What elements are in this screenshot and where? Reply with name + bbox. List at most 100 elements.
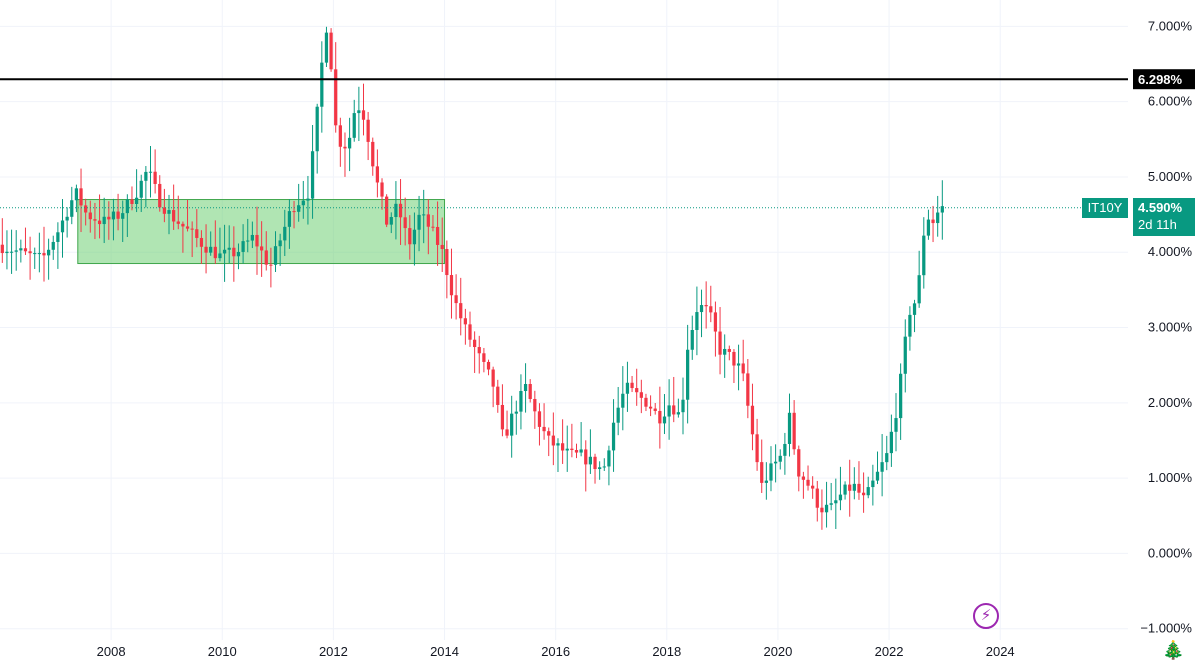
hline-tag-label: 6.298%: [1138, 72, 1183, 87]
candle-body: [899, 373, 903, 419]
candle-body: [162, 207, 167, 214]
candle-body: [496, 386, 500, 405]
candle-body: [144, 171, 148, 181]
last-price-value: 4.590%: [1138, 199, 1183, 215]
candle-body: [690, 329, 694, 350]
x-tick-label: 2014: [430, 644, 459, 659]
candle-body: [607, 450, 611, 467]
lightning-icon[interactable]: ⚡︎: [973, 603, 999, 629]
bar-countdown: 2d 11h: [1138, 216, 1177, 232]
y-tick-label: 2.000%: [1148, 395, 1193, 410]
candle-body: [301, 200, 305, 206]
candle-body: [922, 235, 926, 276]
candle-body: [134, 197, 139, 204]
candle-body: [560, 443, 565, 451]
candle-body: [866, 487, 870, 496]
candle-body: [852, 483, 856, 491]
candle-body: [625, 382, 630, 394]
candle-body: [297, 205, 301, 212]
x-tick-label: 2018: [652, 644, 681, 659]
candle-body: [903, 336, 907, 374]
candle-body: [773, 461, 778, 464]
candle-body: [60, 220, 65, 233]
x-tick-label: 2012: [319, 644, 348, 659]
y-tick-label: −1.000%: [1140, 621, 1192, 636]
candle-body: [28, 251, 32, 254]
candle-body: [459, 303, 463, 319]
hline-tag-bg: [1133, 69, 1195, 90]
y-tick-label: 4.000%: [1148, 244, 1193, 259]
candle-body: [732, 351, 736, 366]
candle-body: [584, 449, 588, 465]
y-tick-label: 1.000%: [1148, 470, 1193, 485]
candle-body: [0, 244, 4, 254]
candle-body: [727, 348, 731, 352]
candle-body: [940, 206, 944, 213]
candle-body: [19, 248, 23, 251]
candle-body: [528, 384, 532, 399]
candle-body: [491, 369, 495, 387]
candle-body: [885, 453, 889, 463]
candle-body: [797, 449, 801, 477]
candle-body: [482, 353, 486, 362]
candle-body: [264, 250, 268, 265]
x-tick-label: 2020: [763, 644, 792, 659]
tree-icon[interactable]: 🎄: [1162, 640, 1185, 660]
x-tick-label: 2008: [97, 644, 126, 659]
candle-body: [838, 494, 843, 501]
candle-body: [213, 246, 217, 259]
candle-body: [880, 462, 884, 472]
candle-body: [158, 183, 162, 208]
candle-body: [375, 166, 380, 183]
candle-body: [357, 110, 361, 114]
candle-body: [33, 253, 37, 255]
candle-body: [269, 264, 273, 266]
candle-body: [519, 391, 523, 412]
candle-body: [306, 198, 310, 201]
candle-body: [9, 251, 14, 253]
candle-body: [329, 32, 333, 70]
candle-body: [23, 248, 28, 252]
candle-body: [343, 146, 347, 149]
candle-body: [746, 373, 750, 406]
candle-body: [130, 199, 134, 204]
candle-body: [47, 249, 51, 256]
candle-body: [324, 32, 329, 63]
candle-body: [394, 203, 398, 218]
candle-body: [42, 253, 46, 256]
candle-body: [246, 240, 250, 242]
candle-body: [278, 240, 282, 247]
candle-body: [79, 188, 83, 206]
candle-body: [385, 196, 389, 225]
candle-body: [514, 411, 518, 414]
candle-body: [537, 411, 542, 427]
candle-body: [718, 331, 722, 355]
candle-body: [815, 488, 819, 508]
candle-body: [542, 426, 546, 432]
candle-body: [236, 251, 241, 257]
candle-body: [523, 384, 528, 392]
y-axis-labels[interactable]: 7.000% 6.000% 5.000% 4.000% 3.000% 2.000% 1.00…: [1140, 18, 1192, 635]
candle-body: [153, 171, 157, 184]
candle-body: [125, 199, 129, 214]
candle-body: [486, 361, 491, 370]
candle-body: [704, 305, 708, 307]
candle-body: [811, 485, 815, 489]
candle-body: [209, 246, 213, 253]
candle-body: [380, 182, 384, 197]
candle-body: [639, 392, 643, 398]
candle-body: [121, 213, 125, 219]
vertical-gridlines: [110, 0, 1001, 640]
candle-body: [931, 219, 935, 224]
candle-body: [912, 303, 917, 315]
candles: [0, 26, 944, 530]
candle-body: [273, 246, 278, 265]
candle-body: [769, 463, 773, 481]
candle-body: [848, 484, 852, 491]
candle-body: [65, 216, 69, 221]
x-axis-labels[interactable]: 2008 2010 2012 2014 2016 2018 2020 2022 2024: [97, 644, 1015, 659]
candle-body: [857, 483, 861, 493]
candle-body: [93, 219, 97, 221]
candle-body: [167, 210, 171, 214]
